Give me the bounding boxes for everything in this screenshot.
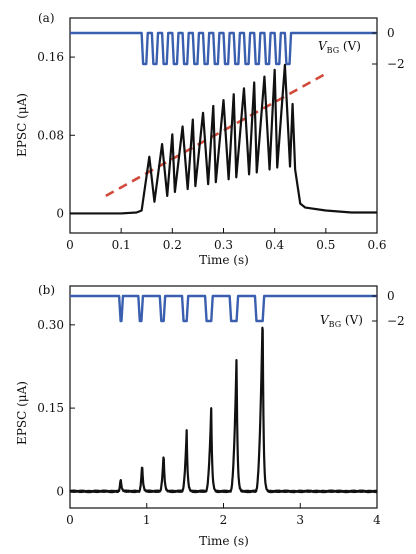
x-tick-label: 0 — [66, 513, 74, 527]
x-tick-label: 2 — [220, 513, 228, 527]
right-axis-label: VBG (V) — [320, 313, 363, 329]
panel-a-y-axis-label: EPSC (μA) — [15, 93, 29, 157]
x-tick-label: 0 — [66, 238, 74, 252]
right-tick-label: 0 — [387, 26, 395, 40]
trend-dashed-line — [105, 72, 327, 198]
x-tick-label: 0.2 — [163, 238, 182, 252]
panel-a-gate-trace — [70, 31, 377, 66]
panel-a: (a) 0 −2 VBG (V) 0 0.1 0.2 0.3 0.4 0.5 0.6 0 0.08… — [15, 11, 405, 267]
panel-b-right-axis: 0 −2 VBG (V) — [320, 289, 405, 329]
gate-voltage-line — [70, 294, 377, 323]
y-tick-label: 0.16 — [37, 50, 64, 64]
panel-a-x-axis-label: Time (s) — [199, 253, 249, 267]
gate-voltage-line — [70, 31, 377, 66]
panel-a-y-ticks: 0 0.08 0.16 — [37, 50, 75, 220]
x-tick-label: 1 — [143, 513, 151, 527]
y-tick-label: 0 — [56, 206, 64, 220]
y-tick-label: 0.30 — [37, 318, 64, 332]
right-axis-label: VBG (V) — [318, 39, 361, 55]
x-tick-label: 0.5 — [316, 238, 335, 252]
y-tick-label: 0.08 — [37, 128, 64, 142]
panel-a-trend-line — [105, 72, 327, 198]
panel-b-x-ticks: 0 1 2 3 4 — [66, 503, 381, 527]
panel-a-label: (a) — [38, 11, 55, 25]
x-tick-label: 0.1 — [112, 238, 131, 252]
panel-b-epsc-series — [69, 326, 378, 494]
epsc-line — [69, 326, 378, 494]
panel-a-x-ticks: 0 0.1 0.2 0.3 0.4 0.5 0.6 — [66, 228, 387, 252]
right-tick-label: −2 — [387, 314, 405, 328]
panel-b-y-axis-label: EPSC (μA) — [15, 381, 29, 445]
epsc-line — [70, 63, 377, 215]
x-tick-label: 0.6 — [367, 238, 386, 252]
x-tick-label: 0.3 — [214, 238, 233, 252]
x-tick-label: 3 — [296, 513, 304, 527]
panel-b-x-axis-label: Time (s) — [199, 534, 249, 548]
panel-b-y-ticks: 0 0.15 0.30 — [37, 318, 75, 498]
x-tick-label: 4 — [373, 513, 381, 527]
y-tick-label: 0.15 — [37, 401, 64, 415]
panel-a-right-axis: 0 −2 VBG (V) — [318, 26, 405, 71]
panel-b-label: (b) — [38, 283, 55, 297]
panel-b-gate-trace — [70, 294, 377, 323]
y-tick-label: 0 — [56, 484, 64, 498]
x-tick-label: 0.4 — [265, 238, 284, 252]
panel-a-epsc-series — [70, 63, 377, 215]
right-tick-label: 0 — [387, 289, 395, 303]
right-tick-label: −2 — [387, 57, 405, 71]
